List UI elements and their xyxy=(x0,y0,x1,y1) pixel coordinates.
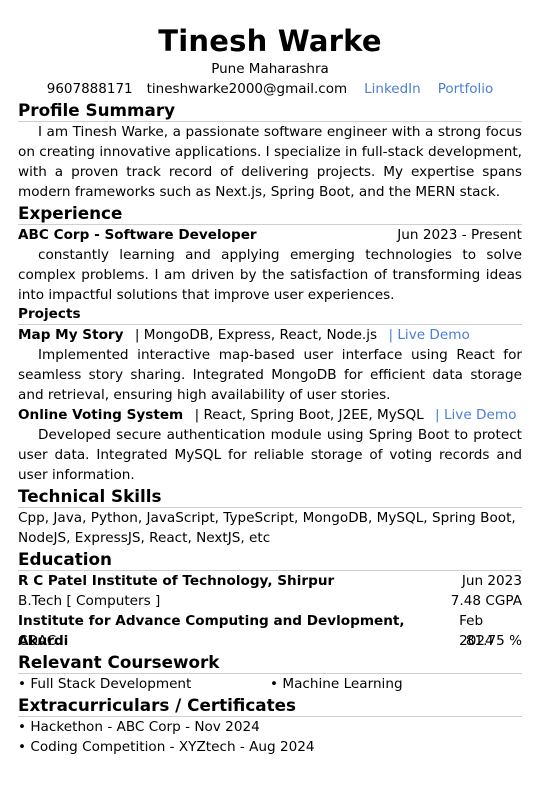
project-live-demo-link[interactable]: | Live Demo xyxy=(435,407,517,423)
technical-skills-heading: Technical Skills xyxy=(18,486,522,508)
education-date: Feb 2024 xyxy=(459,613,494,649)
education-row: R C Patel Institute of Technology, Shirp… xyxy=(18,571,522,591)
email-address[interactable]: tineshwarke2000@gmail.com xyxy=(146,81,348,97)
extracurricular-item: • Coding Competition - XYZtech - Aug 202… xyxy=(18,739,315,755)
experience-row: ABC Corp - Software Developer Jun 2023 -… xyxy=(18,225,522,245)
phone-number: 9607888171 xyxy=(46,81,133,97)
education-heading: Education xyxy=(18,549,522,571)
education-row: Institute for Advance Computing and Devl… xyxy=(18,611,522,649)
candidate-name: Tinesh Warke xyxy=(158,24,382,58)
project-header: Online Voting System | React, Spring Boo… xyxy=(18,405,522,425)
experience-heading: Experience xyxy=(18,203,522,225)
project-stack: | MongoDB, Express, React, Node.js xyxy=(134,327,378,343)
experience-date: Jun 2023 - Present xyxy=(397,227,522,243)
extracurricular-item: • Hackethon - ABC Corp - Nov 2024 xyxy=(18,719,260,735)
project-description: Developed secure authentication module u… xyxy=(18,427,522,483)
education-row: B.Tech [ Computers ] 7.48 CGPA xyxy=(18,591,522,611)
technical-skills-text: Cpp, Java, Python, JavaScript, TypeScrip… xyxy=(18,510,516,546)
project-live-demo-link[interactable]: | Live Demo xyxy=(388,327,470,343)
project-description: Implemented interactive map-based user i… xyxy=(18,347,522,403)
education-score: 7.48 CGPA xyxy=(450,593,522,609)
project-name: Map My Story xyxy=(18,327,124,343)
education-school: R C Patel Institute of Technology, Shirp… xyxy=(18,573,335,589)
contact-line: 9607888171 tineshwarke2000@gmail.com Lin… xyxy=(18,79,522,99)
education-degree: B.Tech [ Computers ] xyxy=(18,593,161,609)
experience-role: ABC Corp - Software Developer xyxy=(18,227,257,243)
education-school: Institute for Advance Computing and Devl… xyxy=(18,613,405,649)
candidate-location: Pune Maharashra xyxy=(211,61,329,77)
profile-summary-text: I am Tinesh Warke, a passionate software… xyxy=(18,124,522,200)
education-row: CDAC 81.75 % xyxy=(18,631,522,651)
project-header: Map My Story | MongoDB, Express, React, … xyxy=(18,325,522,345)
education-degree: CDAC xyxy=(18,633,57,649)
portfolio-link[interactable]: Portfolio xyxy=(437,81,494,97)
experience-text: constantly learning and applying emergin… xyxy=(18,247,522,303)
linkedin-link[interactable]: LinkedIn xyxy=(364,81,421,97)
education-date: Jun 2023 xyxy=(461,573,522,589)
coursework-item: • Full Stack Development xyxy=(18,676,192,692)
project-stack: | React, Spring Boot, J2EE, MySQL xyxy=(194,407,424,423)
projects-heading: Projects xyxy=(18,305,522,325)
profile-summary-heading: Profile Summary xyxy=(18,100,522,122)
coursework-heading: Relevant Coursework xyxy=(18,652,522,674)
project-name: Online Voting System xyxy=(18,407,184,423)
education-score: 81.75 % xyxy=(465,633,522,649)
coursework-list: • Full Stack Development • Machine Learn… xyxy=(18,674,522,694)
coursework-item: • Machine Learning xyxy=(270,676,403,692)
extracurriculars-heading: Extracurriculars / Certificates xyxy=(18,695,522,717)
